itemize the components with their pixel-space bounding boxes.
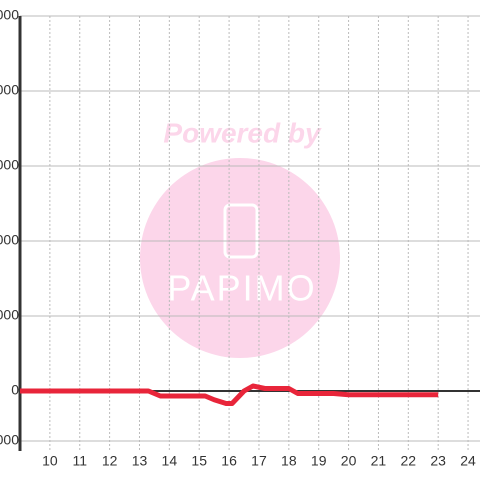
y-tick-label: 150,000 — [0, 7, 19, 23]
x-tick-label: 16 — [221, 453, 237, 469]
watermark-icon — [223, 203, 259, 259]
x-tick-label: 12 — [102, 453, 118, 469]
x-tick-label: 24 — [460, 453, 476, 469]
x-tick-label: 13 — [132, 453, 148, 469]
x-tick-label: 22 — [401, 453, 417, 469]
x-tick-label: 15 — [191, 453, 207, 469]
watermark-bottom: PAPIMO — [167, 268, 316, 309]
x-tick-label: 21 — [371, 453, 387, 469]
x-tick-label: 23 — [430, 453, 446, 469]
x-tick-label: 11 — [72, 453, 87, 469]
y-tick-label: 30,000 — [0, 307, 19, 323]
y-tick-label: -20,000 — [0, 432, 19, 448]
x-tick-label: 20 — [341, 453, 357, 469]
x-tick-label: 14 — [162, 453, 178, 469]
x-tick-label: 19 — [311, 453, 327, 469]
y-tick-label: 90,000 — [0, 157, 19, 173]
line — [20, 383, 439, 406]
y-tick-label: 60,000 — [0, 232, 19, 248]
watermark-top: Powered by — [163, 117, 322, 148]
x-tick-label: 18 — [281, 453, 297, 469]
x-tick-label: 10 — [42, 453, 58, 469]
y-tick-label: 0 — [11, 382, 19, 398]
x-tick-label: 17 — [251, 453, 267, 469]
y-tick-label: 120,000 — [0, 82, 19, 98]
